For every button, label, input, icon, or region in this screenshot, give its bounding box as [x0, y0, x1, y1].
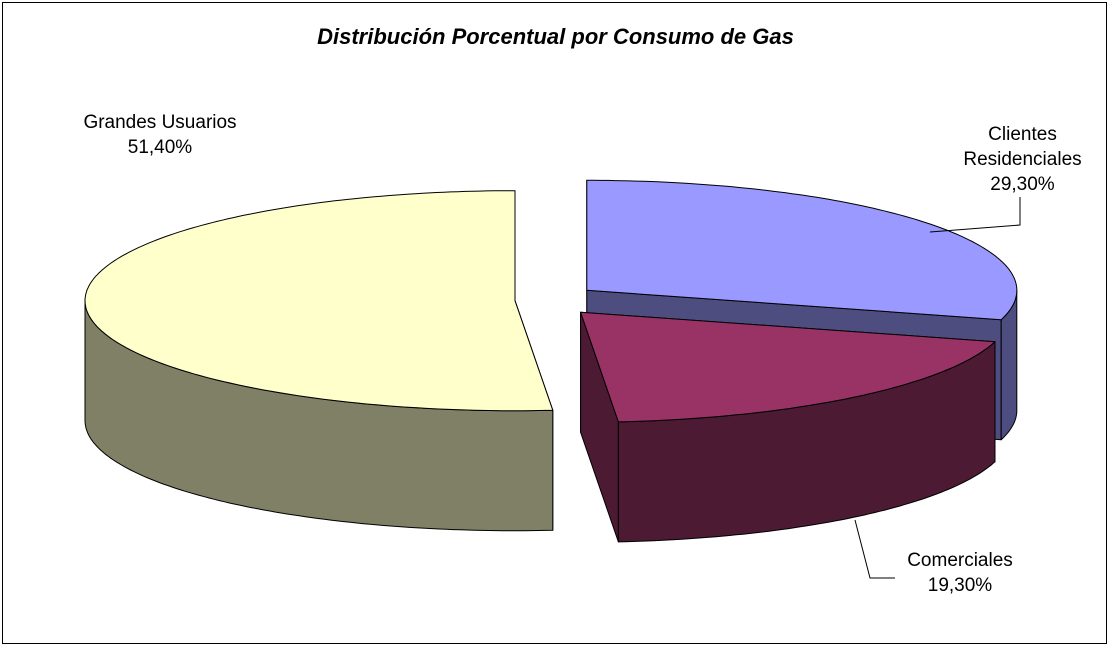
category-label: Comerciales: [907, 550, 1013, 571]
slice-label: Clientes Residenciales 29,30%: [945, 122, 1100, 197]
chart-title: Distribución Porcentual por Consumo de G…: [317, 24, 794, 49]
slice: [84, 190, 554, 412]
slice-label: Grandes Usuarios 51,40%: [40, 110, 280, 160]
category-label: Grandes Usuarios: [83, 112, 237, 133]
value-label: 51,40%: [127, 137, 193, 158]
value-label: 29,30%: [990, 174, 1055, 195]
slice: [580, 311, 996, 423]
category-label: Clientes Residenciales: [963, 124, 1082, 170]
value-label: 19,30%: [927, 575, 993, 596]
leader-line: [929, 197, 1021, 233]
pie: [84, 179, 1018, 543]
leader-line: [854, 519, 895, 579]
slice: [586, 179, 1018, 321]
slice-label: Comerciales 19,30%: [880, 548, 1040, 598]
